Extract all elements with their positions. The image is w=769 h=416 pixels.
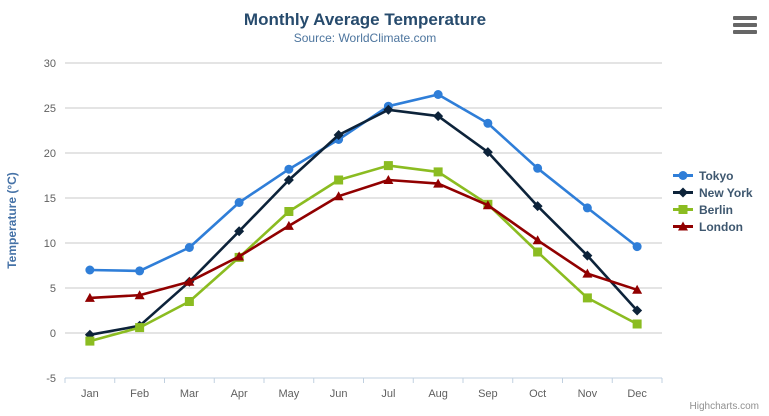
- y-axis-label: -5: [46, 373, 56, 385]
- credits-link[interactable]: Highcharts.com: [689, 401, 759, 412]
- x-axis-label: Sep: [478, 388, 498, 400]
- y-axis-label: 10: [44, 238, 56, 250]
- legend: Tokyo New York Berlin London: [672, 167, 753, 235]
- x-axis: Jan Feb Mar Apr May Jun Jul Aug Sep Oct Nov Dec: [64, 377, 663, 400]
- square-marker-icon: [673, 205, 693, 214]
- x-axis-label: Oct: [529, 388, 546, 400]
- y-grid: -5 0 5 10 15 20 25 30: [44, 58, 662, 385]
- legend-item-berlin[interactable]: Berlin: [672, 201, 753, 218]
- series-new-york[interactable]: [84, 104, 643, 340]
- export-menu-button[interactable]: [733, 16, 757, 34]
- y-axis-label: 5: [50, 283, 56, 295]
- series-london[interactable]: [84, 175, 643, 302]
- x-axis-label: Nov: [578, 388, 598, 400]
- legend-item-new-york[interactable]: New York: [672, 184, 753, 201]
- x-axis-label: Jan: [81, 388, 99, 400]
- hamburger-icon: [733, 23, 757, 27]
- legend-item-tokyo[interactable]: Tokyo: [672, 167, 753, 184]
- legend-item-london[interactable]: London: [672, 218, 753, 235]
- circle-marker-icon: [673, 171, 693, 180]
- x-axis-label: May: [278, 388, 299, 400]
- chart-subtitle: Source: WorldClimate.com: [293, 31, 437, 45]
- diamond-marker-icon: [673, 187, 693, 198]
- y-axis-label: 30: [44, 58, 56, 70]
- y-axis-label: 0: [50, 328, 56, 340]
- y-axis-label: 15: [44, 193, 56, 205]
- legend-label: Berlin: [699, 202, 734, 217]
- x-axis-label: Mar: [180, 388, 199, 400]
- x-axis-label: Jul: [381, 388, 395, 400]
- hamburger-icon: [733, 16, 757, 20]
- legend-label: New York: [699, 185, 753, 200]
- hamburger-icon: [733, 30, 757, 34]
- x-axis-label: Apr: [231, 388, 248, 400]
- x-axis-label: Feb: [130, 388, 149, 400]
- series-tokyo[interactable]: [85, 90, 642, 276]
- y-axis-label: 20: [44, 148, 56, 160]
- legend-label: London: [699, 219, 743, 234]
- legend-label: Tokyo: [699, 168, 734, 183]
- y-axis-title: Temperature (°C): [5, 172, 19, 269]
- x-axis-label: Aug: [428, 388, 448, 400]
- y-axis-label: 25: [44, 103, 56, 115]
- x-axis-label: Dec: [627, 388, 647, 400]
- chart-title: Monthly Average Temperature: [243, 10, 487, 29]
- triangle-marker-icon: [673, 221, 693, 231]
- x-axis-label: Jun: [330, 388, 348, 400]
